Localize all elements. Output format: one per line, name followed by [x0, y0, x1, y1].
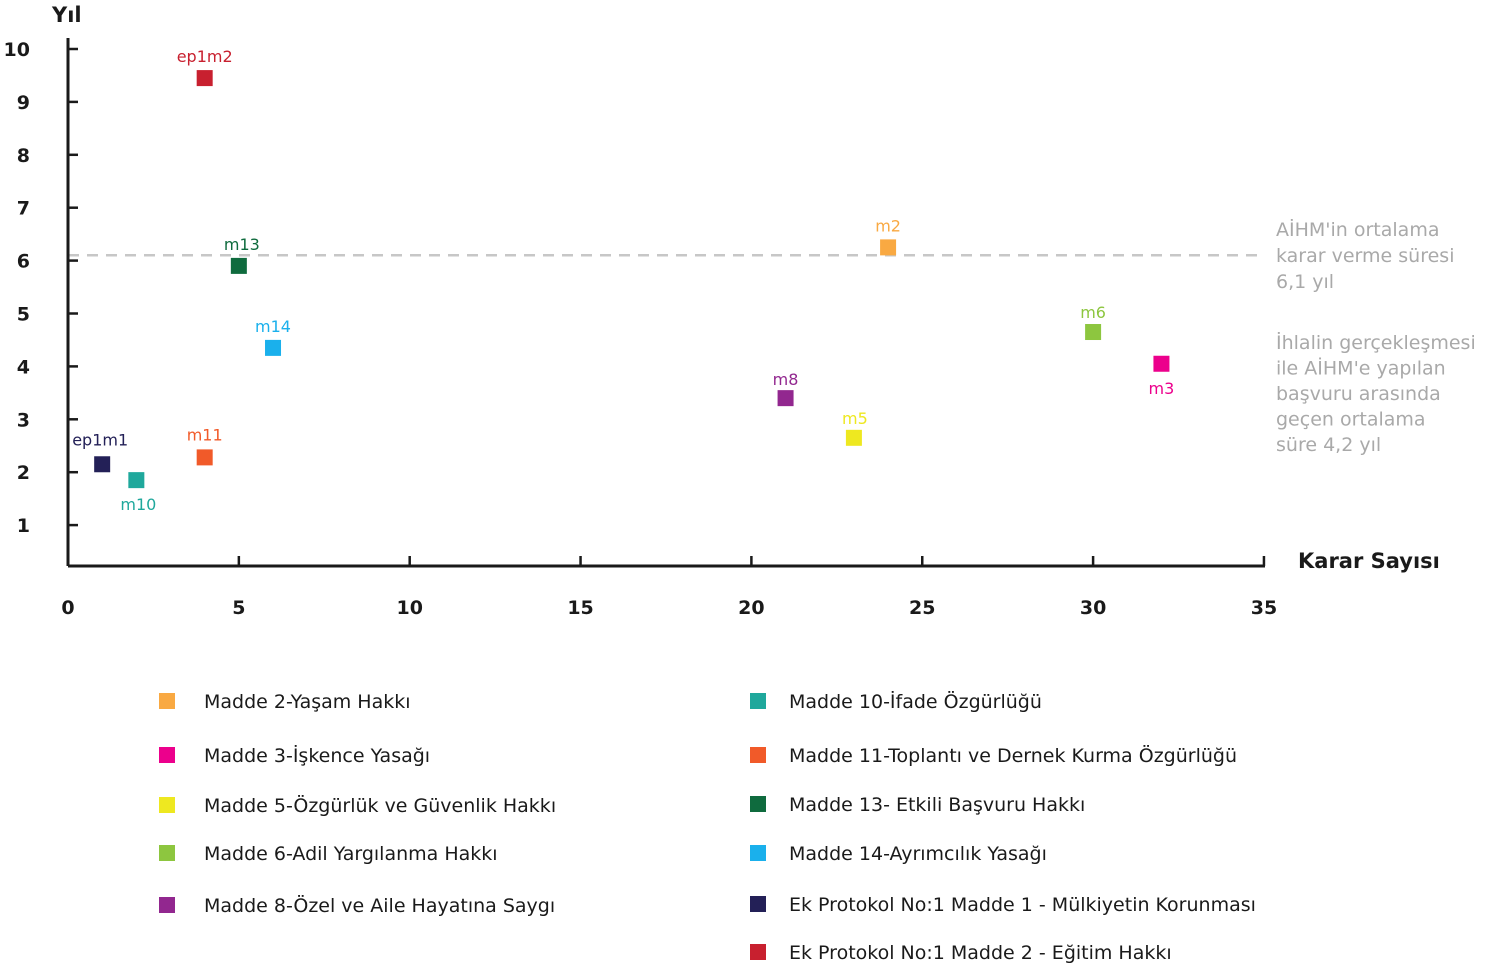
- legend-item-label: Madde 13- Etkili Başvuru Hakkı: [789, 794, 1085, 816]
- x-tick-label: 15: [567, 597, 593, 619]
- average-application-time-note: süre 4,2 yıl: [1276, 434, 1381, 456]
- y-tick-label: 9: [17, 92, 30, 114]
- point-label-m2: m2: [875, 216, 901, 235]
- point-label-m5: m5: [842, 409, 868, 428]
- point-m3: [1153, 355, 1170, 372]
- x-tick-label: 0: [61, 597, 74, 619]
- legend-item-label: Madde 5-Özgürlük ve Güvenlik Hakkı: [204, 794, 556, 817]
- legend-item-label: Madde 14-Ayrımcılık Yasağı: [789, 843, 1047, 865]
- point-m5: [845, 429, 862, 446]
- point-label-m11: m11: [187, 425, 223, 444]
- legend-item-label: Madde 11-Toplantı ve Dernek Kurma Özgürl…: [789, 744, 1237, 767]
- point-ep1m1: [94, 456, 111, 473]
- x-axis-title: Karar Sayısı: [1298, 549, 1440, 573]
- average-application-time-note: başvuru arasında: [1276, 383, 1441, 405]
- y-tick-label: 2: [17, 462, 30, 484]
- average-application-time-note: geçen ortalama: [1276, 409, 1426, 431]
- axes: 1 2 3 4 5 6 7 8 9 10 0 5 10 15 20 25 30 35 Yıl Karar Sayısı: [4, 3, 1440, 619]
- y-axis-title: Yıl: [51, 3, 82, 27]
- point-ep1m2: [196, 70, 213, 87]
- legend-swatch: [750, 896, 766, 912]
- y-tick-label: 1: [17, 515, 30, 537]
- y-tick-label: 3: [17, 409, 30, 431]
- point-m13: [230, 257, 247, 274]
- x-tick-label: 10: [396, 597, 422, 619]
- point-label-m10: m10: [120, 495, 156, 514]
- legend-item-label: Madde 3-İşkence Yasağı: [204, 744, 430, 767]
- legend-item-label: Ek Protokol No:1 Madde 2 - Eğitim Hakkı: [789, 942, 1172, 964]
- point-label-m14: m14: [255, 317, 291, 336]
- y-tick-label: 10: [4, 39, 30, 61]
- legend-swatch: [750, 845, 766, 861]
- legend-item-label: Madde 2-Yaşam Hakkı: [204, 691, 411, 713]
- legend-item-label: Madde 8-Özel ve Aile Hayatına Saygı: [204, 894, 555, 917]
- average-decision-time-note: 6,1 yıl: [1276, 271, 1334, 293]
- point-label-m13: m13: [224, 235, 260, 254]
- point-label-ep1m2: ep1m2: [177, 47, 233, 66]
- average-decision-time-note: AİHM'in ortalama: [1276, 218, 1439, 241]
- point-m6: [1085, 324, 1102, 341]
- point-m14: [265, 339, 282, 356]
- x-tick-label: 25: [909, 597, 935, 619]
- legend-swatch: [159, 797, 175, 813]
- y-tick-label: 8: [17, 145, 30, 167]
- legend-swatch: [750, 747, 766, 763]
- point-m8: [777, 390, 794, 407]
- legend-swatch: [159, 845, 175, 861]
- y-tick-label: 7: [17, 198, 30, 220]
- average-application-time-note: ile AİHM'e yapılan: [1276, 357, 1446, 380]
- point-label-m6: m6: [1080, 303, 1106, 322]
- y-tick-label: 4: [17, 356, 30, 378]
- legend-swatch: [159, 693, 175, 709]
- x-tick-label: 5: [232, 597, 245, 619]
- point-label-ep1m1: ep1m1: [72, 430, 128, 449]
- legend-swatch: [750, 693, 766, 709]
- average-application-time-note: İhlalin gerçekleşmesi: [1276, 331, 1476, 354]
- legend: Madde 2-Yaşam Hakkı Madde 3-İşkence Yasağ…: [159, 690, 1256, 964]
- x-tick-label: 35: [1251, 597, 1277, 619]
- point-m11: [196, 449, 213, 466]
- point-label-m8: m8: [773, 370, 799, 389]
- point-label-m3: m3: [1149, 379, 1175, 398]
- legend-item-label: Ek Protokol No:1 Madde 1 - Mülkiyetin Ko…: [789, 894, 1256, 916]
- y-tick-label: 5: [17, 304, 30, 326]
- legend-item-label: Madde 10-İfade Özgürlüğü: [789, 690, 1042, 713]
- average-decision-time-note: karar verme süresi: [1276, 245, 1454, 267]
- x-tick-label: 20: [738, 597, 764, 619]
- reference-notes: AİHM'in ortalama karar verme süresi 6,1 yı…: [1276, 218, 1476, 456]
- legend-swatch: [159, 897, 175, 913]
- legend-swatch: [750, 796, 766, 812]
- legend-swatch: [750, 944, 766, 960]
- legend-swatch: [159, 747, 175, 763]
- legend-item-label: Madde 6-Adil Yargılanma Hakkı: [204, 843, 498, 865]
- point-m10: [128, 472, 145, 489]
- data-points: ep1m2 m13 m14 ep1m1 m10 m11 m2 m6 m3 m8 m5: [72, 47, 1174, 514]
- point-m2: [880, 239, 897, 256]
- x-tick-label: 30: [1080, 597, 1106, 619]
- y-tick-label: 6: [17, 251, 30, 273]
